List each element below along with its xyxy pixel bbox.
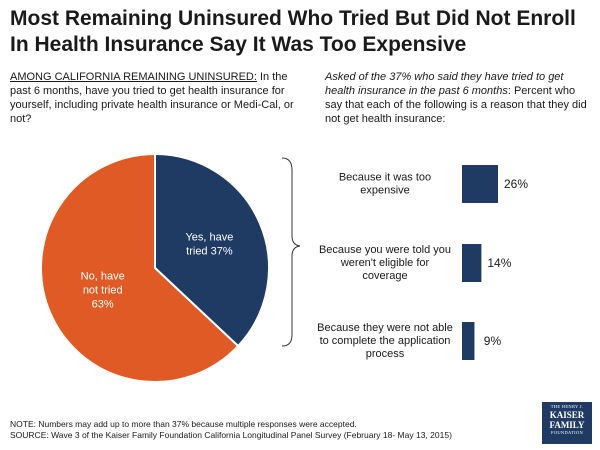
bar-label-1-line: expensive	[360, 184, 410, 196]
bar-chart: Because it was too expensive 26% Because yo…	[317, 165, 528, 360]
bar-label-3: Because they were not able to complete th…	[317, 322, 453, 360]
logo-line-1: THE HENRY J.	[550, 404, 584, 409]
bar-label-3-line: Because they were not able	[317, 322, 453, 334]
pie-label-no-line: not tried	[83, 285, 123, 297]
right-question-lead: Asked of the 37% who said they have trie…	[325, 71, 564, 97]
grouping-bracket	[281, 157, 301, 347]
left-question-text: In the past 6 months, have you tried to …	[10, 71, 294, 125]
pie-slice-yes	[154, 152, 270, 348]
pie-label-no-line: 63%	[92, 299, 114, 311]
bar-2	[462, 244, 482, 282]
pie-label-no: No, have not tried 63%	[81, 271, 125, 311]
bar-label-1-line: Because it was too	[339, 171, 431, 183]
bar-label-3-line: process	[366, 348, 405, 360]
bar-label-2: Because you were told you weren't eligibl…	[319, 244, 451, 282]
bar-value-1: 26%	[504, 177, 528, 191]
right-question-text: : Percent who say that each of the follo…	[325, 85, 587, 125]
pie-label-yes: Yes, have tried 37%	[185, 231, 233, 257]
logo-line-3: FOUNDATION	[551, 430, 583, 435]
logo-line-2a: KAISER	[549, 410, 585, 420]
kff-logo: THE HENRY J. KAISER FAMILY FOUNDATION	[542, 402, 592, 444]
note-text: NOTE: Numbers may add up to more than 37…	[10, 419, 357, 429]
bar-value-3: 9%	[484, 334, 502, 348]
bar-value-2: 14%	[487, 256, 511, 270]
bar-label-2-line: Because you were told you	[319, 244, 451, 256]
bar-label-2-line: weren't eligible for	[340, 257, 430, 269]
left-question: AMONG CALIFORNIA REMAINING UNINSURED: In…	[10, 70, 310, 126]
bar-label-3-line: to complete the application	[320, 335, 451, 347]
bar-1	[462, 165, 498, 203]
footnotes: NOTE: Numbers may add up to more than 37…	[10, 419, 530, 441]
right-question: Asked of the 37% who said they have trie…	[325, 70, 590, 126]
pie-label-no-line: No, have	[81, 271, 125, 283]
bar-3	[462, 322, 475, 360]
bar-label-2-line: coverage	[362, 270, 407, 282]
source-text: SOURCE: Wave 3 of the Kaiser Family Foun…	[10, 430, 452, 440]
bar-label-1: Because it was too expensive	[339, 171, 431, 196]
page-title: Most Remaining Uninsured Who Tried But D…	[10, 7, 576, 56]
pie-chart: Yes, have tried 37% No, have not tried 63%	[40, 152, 270, 383]
pie-slice-no	[40, 152, 240, 383]
pie-label-yes-line: Yes, have	[185, 231, 233, 243]
logo-line-2b: FAMILY	[549, 420, 585, 430]
pie-label-yes-line: tried 37%	[186, 245, 233, 257]
left-question-lead: AMONG CALIFORNIA REMAINING UNINSURED:	[10, 71, 257, 83]
